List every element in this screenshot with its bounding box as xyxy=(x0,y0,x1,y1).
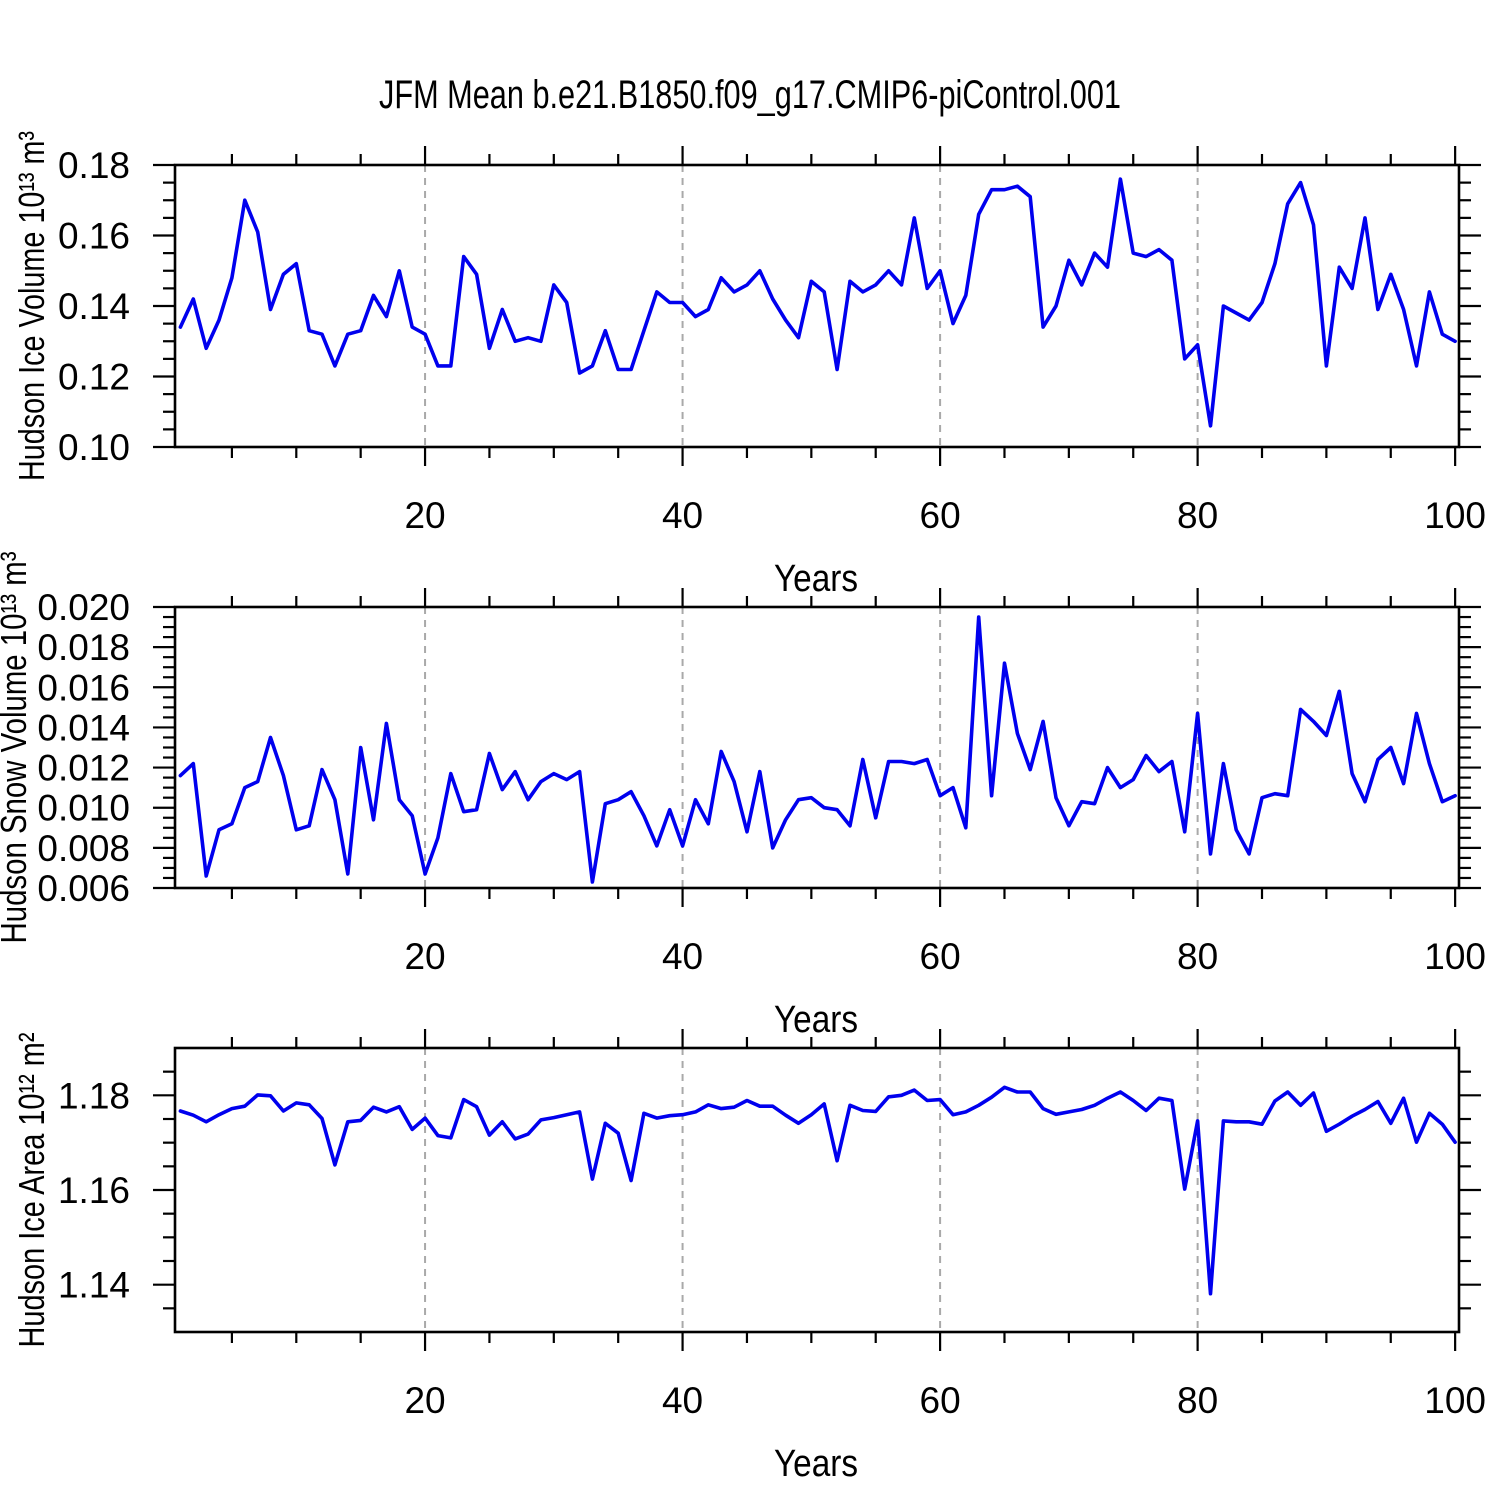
y-tick-label: 1.14 xyxy=(58,1265,130,1306)
y-tick-label: 0.020 xyxy=(37,587,130,628)
y-tick-label: 0.010 xyxy=(37,788,130,829)
x-tick-label: 40 xyxy=(662,936,703,977)
y-axis-title: Hudson Snow Volume 10¹³ m³ xyxy=(0,551,34,943)
y-tick-label: 0.10 xyxy=(58,427,130,468)
x-tick-label: 100 xyxy=(1424,936,1486,977)
x-tick-label: 60 xyxy=(920,495,961,536)
x-tick-label: 40 xyxy=(662,1380,703,1421)
panel-hudson-ice-volume: 0.10 0.12 0.14 0.16 0.18 20 40 60 80 100 Years Huds… xyxy=(11,131,1486,600)
y-tick-label: 0.016 xyxy=(37,667,130,708)
panel-hudson-snow-volume: 0.0060.0080.0100.0120.0140.0160.0180.020… xyxy=(0,551,1486,1041)
y-tick-label: 0.16 xyxy=(58,216,130,257)
figure-title: JFM Mean b.e21.B1850.f09_g17.CMIP6-piCon… xyxy=(379,73,1121,117)
hudson-snow-volume-series-line xyxy=(178,615,1457,884)
x-tick-label: 100 xyxy=(1424,1380,1486,1421)
y-tick-label: 0.12 xyxy=(58,357,130,398)
x-tick-label: 20 xyxy=(404,495,445,536)
y-tick-label: 0.012 xyxy=(37,748,130,789)
x-tick-label: 40 xyxy=(662,495,703,536)
x-tick-label: 80 xyxy=(1177,1380,1218,1421)
x-tick-label: 60 xyxy=(920,1380,961,1421)
x-tick-label: 80 xyxy=(1177,936,1218,977)
y-tick-label: 0.008 xyxy=(37,828,130,869)
y-tick-label: 0.006 xyxy=(37,868,130,909)
x-axis-title: Years xyxy=(774,558,858,600)
y-tick-label: 0.014 xyxy=(37,707,130,748)
x-tick-label: 20 xyxy=(404,1380,445,1421)
y-tick-label: 0.018 xyxy=(37,627,130,668)
y-axis-title: Hudson Ice Volume 10¹³ m³ xyxy=(11,131,52,481)
x-tick-label: 60 xyxy=(920,936,961,977)
y-tick-label: 0.14 xyxy=(58,286,130,327)
hudson-ice-volume-series-line xyxy=(178,177,1457,428)
panel-hudson-ice-area: 1.14 1.16 1.18 20 40 60 80 100 Years Hudson Ice A… xyxy=(11,1029,1486,1485)
y-tick-label: 1.18 xyxy=(58,1075,130,1116)
hudson-ice-area-series-line xyxy=(178,1085,1457,1296)
x-axis-title: Years xyxy=(774,999,858,1041)
x-tick-label: 20 xyxy=(404,936,445,977)
x-tick-label: 80 xyxy=(1177,495,1218,536)
y-tick-label: 1.16 xyxy=(58,1170,130,1211)
y-axis-title: Hudson Ice Area 10¹² m² xyxy=(11,1032,52,1347)
x-tick-label: 100 xyxy=(1424,495,1486,536)
x-axis-title: Years xyxy=(774,1443,858,1485)
y-tick-label: 0.18 xyxy=(58,145,130,186)
